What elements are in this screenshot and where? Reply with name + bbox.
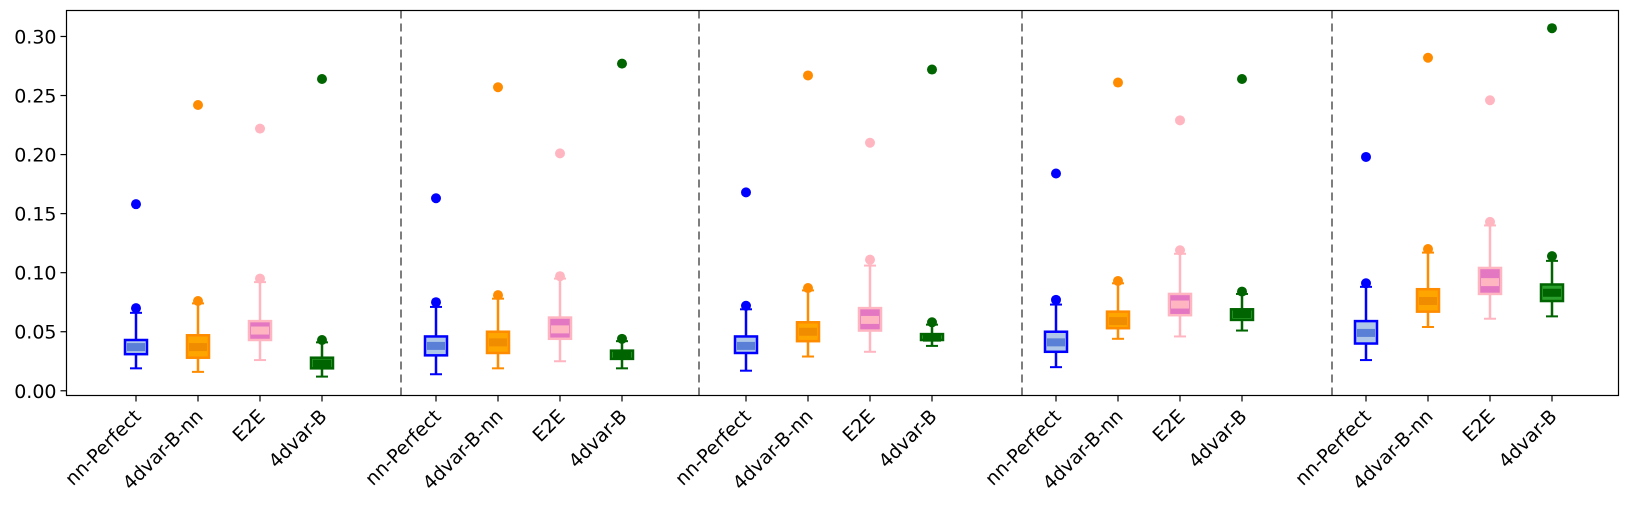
box-E2E-group-3 bbox=[857, 264, 883, 353]
median-band bbox=[313, 359, 331, 368]
p95-point-nn-Perfect bbox=[741, 300, 751, 311]
p95-point-4dvar-B-nn bbox=[803, 283, 813, 294]
p95-point-E2E bbox=[555, 271, 565, 282]
max-point-4dvar-B-nn bbox=[193, 99, 203, 110]
y-tick-label: 0.10 bbox=[14, 263, 56, 285]
p95-point-nn-Perfect bbox=[131, 303, 141, 314]
box-4dvar-B-group-5 bbox=[1539, 259, 1565, 318]
max-point-4dvar-B-nn bbox=[803, 70, 813, 81]
p95-point-E2E bbox=[865, 254, 875, 265]
max-point-nn-Perfect bbox=[131, 199, 141, 210]
median-band bbox=[923, 333, 941, 342]
box-4dvar-B-nn-group-5 bbox=[1415, 251, 1441, 329]
p95-point-nn-Perfect bbox=[1051, 294, 1061, 305]
max-point-E2E bbox=[255, 123, 265, 134]
max-point-4dvar-B bbox=[927, 64, 937, 75]
p95-point-4dvar-B bbox=[617, 333, 627, 344]
p95-point-4dvar-B bbox=[1237, 286, 1247, 297]
box-4dvar-B-nn-group-3 bbox=[795, 289, 821, 358]
median-band bbox=[1047, 338, 1065, 347]
box-E2E-group-5 bbox=[1477, 224, 1503, 320]
max-point-4dvar-B bbox=[617, 58, 627, 69]
median-band bbox=[189, 343, 207, 352]
median-band bbox=[1109, 317, 1127, 326]
max-point-E2E bbox=[1175, 115, 1185, 126]
median-band bbox=[737, 341, 755, 350]
max-point-E2E bbox=[555, 148, 565, 159]
max-point-4dvar-B-nn bbox=[1113, 77, 1123, 88]
box-4dvar-B-nn-group-4 bbox=[1105, 282, 1131, 340]
median-band bbox=[1481, 278, 1499, 287]
max-point-4dvar-B bbox=[317, 73, 327, 84]
p95-point-4dvar-B-nn bbox=[1423, 244, 1433, 255]
median-band bbox=[1419, 297, 1437, 306]
p95-point-E2E bbox=[255, 273, 265, 284]
max-point-nn-Perfect bbox=[741, 187, 751, 198]
outlier-points bbox=[131, 23, 1557, 345]
y-tick-label: 0.25 bbox=[14, 86, 56, 108]
max-point-4dvar-B bbox=[1547, 23, 1557, 34]
box-4dvar-B-group-1 bbox=[309, 341, 335, 378]
box-nn-Perfect-group-5 bbox=[1353, 285, 1379, 362]
y-tick-label: 0.00 bbox=[14, 381, 56, 403]
p95-point-4dvar-B-nn bbox=[493, 290, 503, 301]
median-band bbox=[251, 326, 269, 335]
max-point-nn-Perfect bbox=[1361, 151, 1371, 162]
median-band bbox=[489, 338, 507, 347]
median-band bbox=[427, 341, 445, 350]
p95-point-E2E bbox=[1485, 216, 1495, 227]
max-point-E2E bbox=[1485, 95, 1495, 106]
p95-point-nn-Perfect bbox=[1361, 278, 1371, 289]
p95-point-4dvar-B bbox=[1547, 251, 1557, 262]
p95-point-4dvar-B bbox=[317, 334, 327, 345]
box-nn-Perfect-group-4 bbox=[1043, 303, 1069, 369]
box-series bbox=[123, 224, 1565, 378]
max-point-nn-Perfect bbox=[431, 193, 441, 204]
max-point-4dvar-B-nn bbox=[493, 82, 503, 93]
median-band bbox=[613, 351, 631, 360]
max-point-4dvar-B bbox=[1237, 73, 1247, 84]
median-band bbox=[551, 325, 569, 334]
y-tick-label: 0.20 bbox=[14, 145, 56, 167]
median-band bbox=[1357, 328, 1375, 337]
median-band bbox=[1171, 300, 1189, 309]
y-axis: 0.00 0.05 0.10 0.15 0.20 0.25 0.30 bbox=[14, 26, 67, 403]
median-band bbox=[861, 315, 879, 324]
max-point-E2E bbox=[865, 137, 875, 148]
box-nn-Perfect-group-3 bbox=[733, 308, 759, 372]
p95-point-E2E bbox=[1175, 245, 1185, 256]
median-band bbox=[1543, 288, 1561, 297]
median-band bbox=[127, 343, 145, 352]
plot-frame bbox=[65, 9, 1620, 397]
max-point-4dvar-B-nn bbox=[1423, 52, 1433, 63]
y-tick-label: 0.05 bbox=[14, 322, 56, 344]
median-band bbox=[1233, 310, 1251, 319]
p95-point-4dvar-B-nn bbox=[193, 296, 203, 307]
median-band bbox=[799, 327, 817, 336]
p95-point-nn-Perfect bbox=[431, 297, 441, 308]
box-E2E-group-2 bbox=[547, 277, 573, 363]
p95-point-4dvar-B-nn bbox=[1113, 275, 1123, 286]
p95-point-4dvar-B bbox=[927, 317, 937, 328]
y-tick-label: 0.15 bbox=[14, 204, 56, 226]
y-tick-label: 0.30 bbox=[14, 26, 56, 48]
box-E2E-group-4 bbox=[1167, 252, 1193, 338]
max-point-nn-Perfect bbox=[1051, 168, 1061, 179]
